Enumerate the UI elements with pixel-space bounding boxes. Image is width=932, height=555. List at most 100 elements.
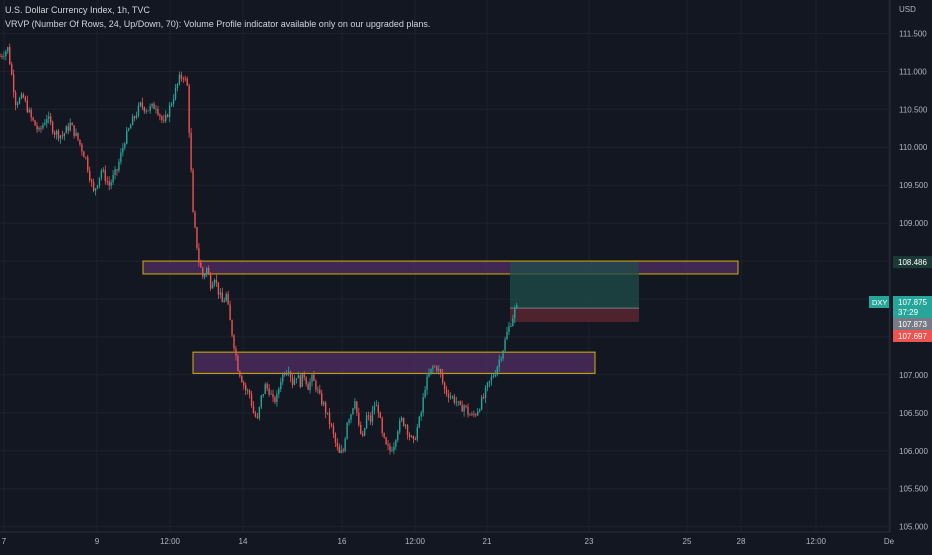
candle-body [151, 103, 153, 107]
candle-body [328, 412, 331, 425]
candle-body [48, 116, 50, 119]
candle-body [260, 395, 262, 407]
candle-body [287, 371, 290, 373]
candle-body [63, 133, 66, 137]
candle-body [486, 382, 489, 388]
candle-body [157, 108, 159, 115]
candle-body [69, 123, 71, 131]
x-tick-label: 16 [338, 537, 347, 546]
candle-body [120, 152, 122, 162]
candle-body [190, 132, 192, 171]
candle-body [85, 157, 87, 158]
candle-body [504, 339, 506, 351]
candle-body [477, 411, 479, 416]
candle-body [443, 382, 446, 390]
candle-body [77, 132, 79, 140]
candle-body [410, 436, 413, 437]
candle-body [356, 401, 358, 413]
candle-body [377, 405, 379, 413]
candle-body [92, 182, 95, 191]
position-target-area[interactable] [510, 262, 639, 309]
candle-body [96, 185, 99, 189]
candle-body [128, 128, 130, 131]
candle-body [186, 78, 188, 86]
candle-body [116, 169, 118, 171]
candle-body [38, 127, 40, 130]
candle-body [416, 427, 418, 440]
candle-body [441, 373, 444, 383]
zone-box[interactable] [142, 260, 739, 275]
candle-body [65, 126, 67, 134]
currency-label: USD [899, 5, 916, 14]
candle-body [408, 434, 411, 437]
candle-body [217, 282, 220, 295]
candle-body [174, 87, 177, 100]
candle-body [50, 116, 52, 123]
candle-body [280, 381, 282, 389]
candle-body [510, 326, 512, 327]
candle-body [167, 114, 169, 117]
candle-body [471, 414, 473, 416]
candle-body [36, 125, 38, 130]
x-tick-label: 12:00 [160, 537, 181, 546]
candle-body [461, 404, 463, 412]
candle-body [237, 355, 239, 372]
x-tick-label: 12:00 [405, 537, 426, 546]
candle-body [231, 320, 233, 336]
candle-body [250, 394, 253, 406]
candle-body [432, 366, 434, 369]
candle-body [262, 393, 264, 396]
candle-body [516, 305, 518, 309]
candle-body [165, 114, 167, 121]
candle-body [26, 100, 28, 112]
candle-body [369, 415, 372, 422]
position-stop-area[interactable] [510, 308, 639, 323]
y-tick-label: 106.500 [899, 409, 928, 418]
candle-body [135, 115, 138, 118]
candle-body [243, 382, 245, 386]
candle-body [434, 366, 436, 368]
candle-body [402, 418, 405, 426]
candle-body [79, 139, 81, 145]
zone-box[interactable] [192, 351, 596, 374]
candle-body [61, 135, 64, 137]
candle-body [90, 180, 93, 183]
candle-body [104, 170, 106, 182]
candle-body [418, 416, 420, 428]
candle-body [479, 409, 481, 412]
candle-body [383, 433, 385, 438]
candle-body [11, 64, 13, 75]
candle-body [34, 120, 36, 126]
candle-body [73, 125, 75, 136]
candle-body [420, 412, 422, 417]
candle-body [3, 56, 5, 58]
candle-body [459, 401, 461, 405]
candle-body [293, 379, 296, 385]
candle-body [0, 56, 1, 57]
candle-body [438, 369, 440, 371]
candle-body [467, 406, 469, 415]
candle-body [215, 279, 218, 283]
candle-body [414, 438, 417, 440]
candle-body [7, 47, 9, 52]
candle-body [482, 397, 485, 399]
candle-body [313, 374, 315, 381]
candle-body [334, 433, 337, 443]
candle-body [387, 444, 389, 446]
candle-body [51, 122, 54, 133]
mid-price-tag [893, 318, 932, 330]
candle-body [194, 212, 196, 228]
candle-body [248, 390, 251, 395]
candle-body [209, 274, 212, 289]
candle-body [412, 436, 415, 439]
candle-body [340, 450, 342, 453]
candle-body [399, 420, 401, 432]
candle-body [59, 135, 62, 139]
candle-body [246, 390, 249, 392]
candle-body [342, 450, 344, 452]
candle-body [268, 388, 270, 395]
candle-body [424, 389, 426, 398]
candle-body [473, 414, 475, 416]
